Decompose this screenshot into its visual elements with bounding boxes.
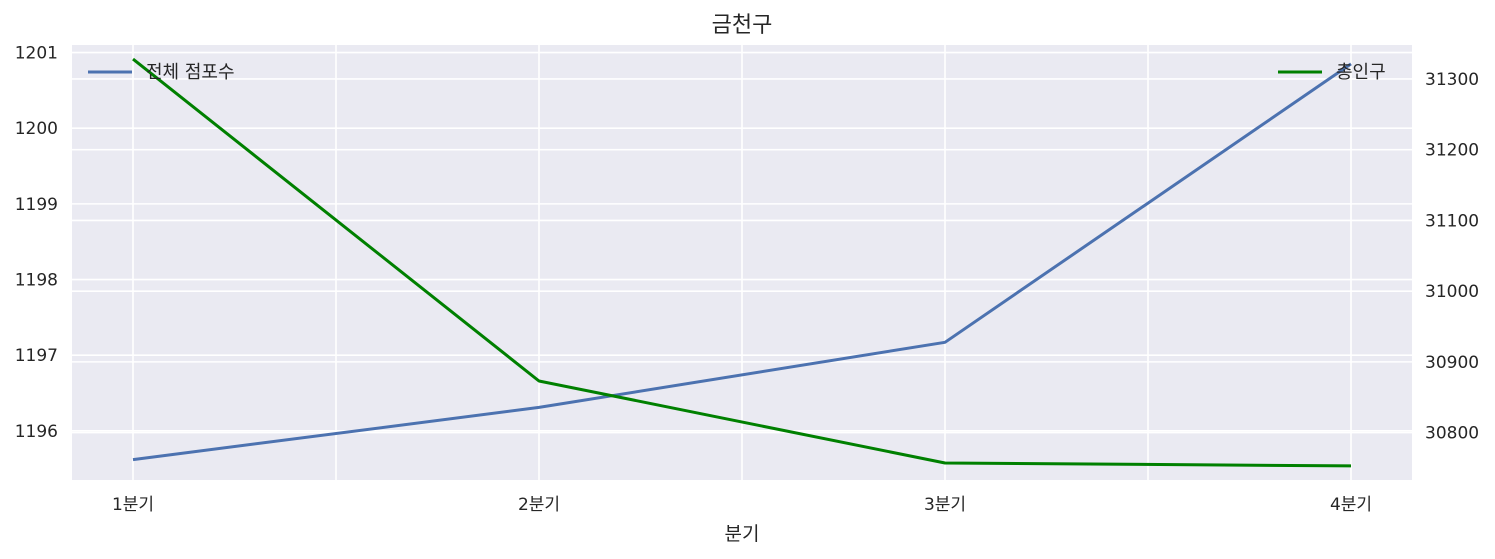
legend-left: 전체 점포수 bbox=[88, 62, 235, 83]
x-tick-label: 1분기 bbox=[112, 495, 154, 515]
y-right-tick-label: 31100 bbox=[1425, 211, 1479, 231]
y-left-tick-label: 1198 bbox=[15, 271, 58, 291]
axis-ticks: 1분기 2분기 3분기 4분기 1196 1197 1198 1199 1200 1201 3080… bbox=[15, 44, 1479, 515]
x-tick-label: 2분기 bbox=[518, 495, 560, 515]
y-right-tick-label: 30800 bbox=[1425, 424, 1479, 444]
y-left-tick-label: 1200 bbox=[15, 119, 58, 139]
y-right-tick-label: 31300 bbox=[1425, 70, 1479, 90]
x-tick-label: 4분기 bbox=[1330, 495, 1372, 515]
legend-left-label: 전체 점포수 bbox=[146, 62, 235, 83]
y-left-tick-label: 1197 bbox=[15, 346, 58, 366]
legend-right-label: 총인구 bbox=[1336, 62, 1386, 83]
y-right-tick-label: 30900 bbox=[1425, 353, 1479, 373]
series-line-1 bbox=[132, 57, 1352, 468]
x-tick-label: 3분기 bbox=[924, 495, 966, 515]
x-axis-label: 분기 bbox=[725, 523, 760, 545]
y-left-tick-label: 1201 bbox=[15, 44, 58, 64]
series-lines bbox=[132, 57, 1352, 468]
chart-title: 금천구 bbox=[712, 13, 773, 38]
y-left-tick-label: 1196 bbox=[15, 422, 58, 442]
legend-right: 총인구 bbox=[1278, 62, 1386, 83]
y-left-tick-label: 1199 bbox=[15, 195, 58, 215]
series-line-0 bbox=[132, 62, 1352, 462]
grid-lines bbox=[72, 45, 1412, 480]
y-right-tick-label: 31000 bbox=[1425, 282, 1479, 302]
y-right-tick-label: 31200 bbox=[1425, 141, 1479, 161]
